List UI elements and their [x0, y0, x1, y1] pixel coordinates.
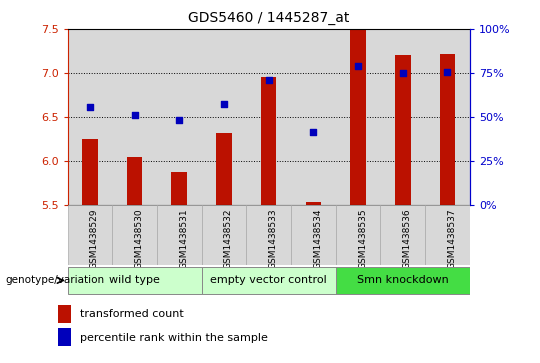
Point	[309, 129, 318, 135]
Text: GSM1438537: GSM1438537	[448, 208, 456, 269]
Text: percentile rank within the sample: percentile rank within the sample	[80, 333, 268, 343]
Text: GSM1438529: GSM1438529	[90, 208, 99, 269]
Text: GSM1438530: GSM1438530	[134, 208, 144, 269]
Bar	[112, 29, 157, 205]
Point	[175, 117, 184, 123]
FancyBboxPatch shape	[201, 205, 246, 265]
Bar	[246, 29, 291, 205]
Bar	[68, 29, 112, 205]
Bar	[58, 328, 71, 346]
Point	[85, 103, 94, 109]
Bar	[395, 56, 410, 205]
Point	[220, 101, 228, 107]
FancyBboxPatch shape	[336, 205, 380, 265]
Bar	[291, 29, 336, 205]
Point	[443, 69, 452, 75]
Bar	[350, 29, 366, 205]
Bar	[127, 157, 143, 205]
Text: GSM1438533: GSM1438533	[269, 208, 278, 269]
Bar	[58, 305, 71, 323]
Bar	[171, 172, 187, 205]
Text: GSM1438535: GSM1438535	[358, 208, 367, 269]
Bar	[440, 54, 455, 205]
FancyBboxPatch shape	[380, 205, 425, 265]
Bar	[157, 29, 201, 205]
Bar	[425, 29, 470, 205]
FancyBboxPatch shape	[68, 266, 201, 294]
Text: wild type: wild type	[109, 276, 160, 285]
FancyBboxPatch shape	[425, 205, 470, 265]
FancyBboxPatch shape	[68, 205, 112, 265]
Bar	[336, 29, 380, 205]
Bar	[380, 29, 425, 205]
FancyBboxPatch shape	[201, 266, 336, 294]
FancyBboxPatch shape	[246, 205, 291, 265]
FancyBboxPatch shape	[157, 205, 201, 265]
Point	[354, 63, 362, 69]
Text: empty vector control: empty vector control	[210, 276, 327, 285]
Title: GDS5460 / 1445287_at: GDS5460 / 1445287_at	[188, 11, 349, 25]
FancyBboxPatch shape	[291, 205, 336, 265]
Bar	[201, 29, 246, 205]
Text: genotype/variation: genotype/variation	[5, 276, 105, 285]
Bar	[216, 133, 232, 205]
Bar	[82, 139, 98, 205]
Point	[399, 70, 407, 76]
Text: GSM1438532: GSM1438532	[224, 208, 233, 269]
Bar	[306, 203, 321, 205]
FancyBboxPatch shape	[112, 205, 157, 265]
Text: GSM1438534: GSM1438534	[313, 208, 322, 269]
Text: Smn knockdown: Smn knockdown	[357, 276, 449, 285]
Text: GSM1438536: GSM1438536	[403, 208, 412, 269]
Bar	[261, 77, 276, 205]
Text: GSM1438531: GSM1438531	[179, 208, 188, 269]
Point	[130, 113, 139, 118]
Point	[265, 77, 273, 83]
FancyBboxPatch shape	[336, 266, 470, 294]
Text: transformed count: transformed count	[80, 309, 184, 319]
